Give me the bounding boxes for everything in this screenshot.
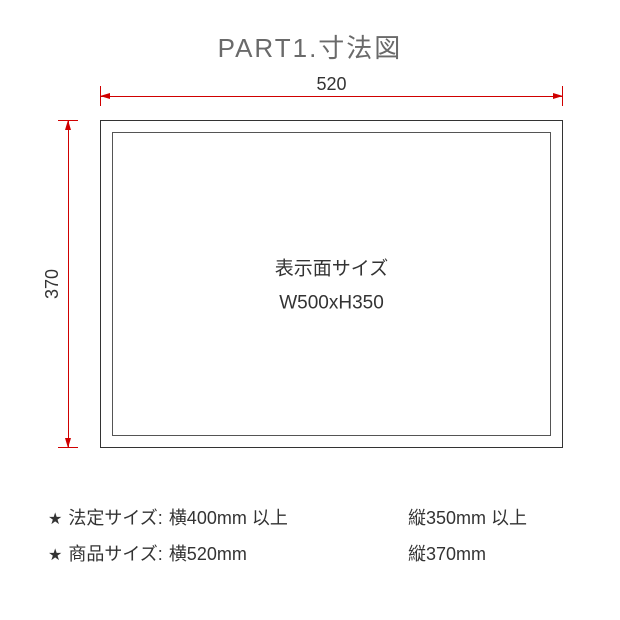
spec-row-product: ★ 商品サイズ: 横520mm 縦370mm [48,536,578,572]
display-size-label: 表示面サイズ W500xH350 [101,254,562,315]
star-icon: ★ [48,540,62,572]
dim-line [68,120,69,448]
spec-label: 商品サイズ: [68,536,162,572]
spec-list: ★ 法定サイズ: 横400mm 以上 縦350mm 以上 ★ 商品サイズ: 横5… [48,500,578,572]
outer-frame: 表示面サイズ W500xH350 [100,120,563,448]
spec-height: 縦370mm [408,536,486,572]
display-size-value: W500xH350 [101,293,562,315]
spec-height: 縦350mm 以上 [408,500,527,536]
spec-label: 法定サイズ: [68,500,162,536]
arrow-down-icon [65,438,71,448]
spec-width: 横520mm [169,536,247,572]
height-dimension: 370 [48,120,78,448]
star-icon: ★ [48,504,62,536]
dimension-diagram: 520 370 表示面サイズ W500xH350 [48,76,578,476]
page-title: PART1.寸法図 [0,0,620,65]
spec-width: 横400mm 以上 [169,500,288,536]
height-value: 370 [42,120,63,448]
arrow-up-icon [65,120,71,130]
dim-line [100,96,563,97]
spec-row-legal: ★ 法定サイズ: 横400mm 以上 縦350mm 以上 [48,500,578,536]
width-value: 520 [100,74,563,95]
display-size-caption: 表示面サイズ [101,254,562,281]
width-dimension: 520 [100,76,563,106]
